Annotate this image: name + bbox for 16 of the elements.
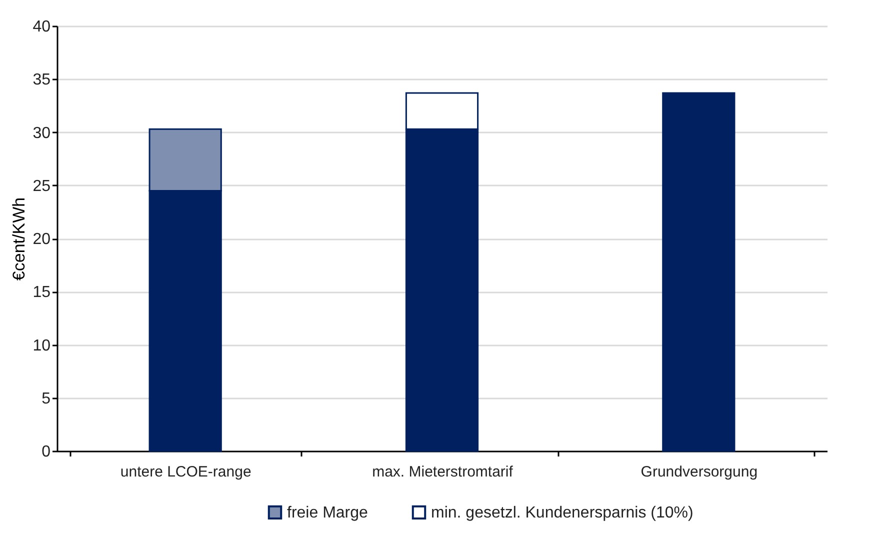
x-tick-label: max. Mieterstromtarif xyxy=(372,464,514,480)
x-tick-label: Grundversorgung xyxy=(640,464,758,480)
y-tick-label: 0 xyxy=(42,444,51,460)
y-tick-label: 20 xyxy=(32,231,51,248)
y-tick-label: 30 xyxy=(32,124,51,142)
y-tick-label: 10 xyxy=(32,337,51,354)
y-tick-label: 25 xyxy=(32,178,51,195)
x-tick-label: untere LCOE-range xyxy=(120,464,252,480)
y-axis-title: €cent/KWh xyxy=(10,197,29,281)
y-tick-label: 35 xyxy=(32,72,51,89)
y-tick-label: 5 xyxy=(42,390,51,408)
bar xyxy=(662,92,736,452)
y-tick-label: 40 xyxy=(32,18,51,36)
legend-label: freie Marge xyxy=(287,504,368,522)
legend-label: min. gesetzl. Kundenersparnis (10%) xyxy=(431,504,694,522)
y-tick-label: 15 xyxy=(32,284,51,302)
